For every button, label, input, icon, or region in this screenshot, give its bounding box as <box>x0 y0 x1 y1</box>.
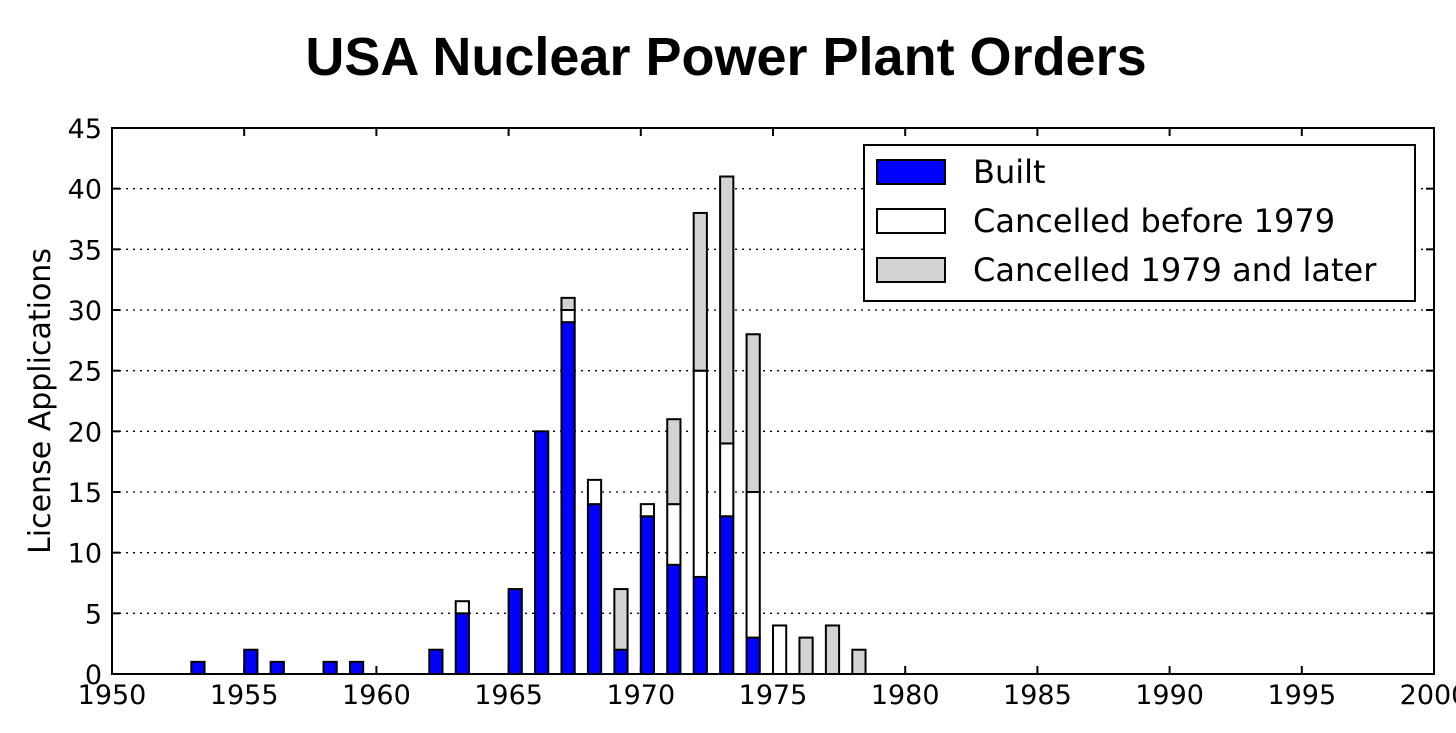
legend-label-built: Built <box>973 153 1046 191</box>
bar-1959-series-1 <box>348 660 365 675</box>
legend-box <box>863 144 1416 302</box>
bar-1962-series-1 <box>428 648 444 676</box>
y-tick-label: 45 <box>68 114 102 145</box>
bar-1967-series-1 <box>560 321 576 675</box>
y-tick-label: 40 <box>68 175 102 206</box>
x-tick-label: 1965 <box>474 680 543 711</box>
x-tick-label: 1985 <box>1003 680 1072 711</box>
y-tick-label: 35 <box>68 235 102 266</box>
legend-label-cancelled-1979-and-later: Cancelled 1979 and later <box>973 251 1377 289</box>
bar-1958-series-1 <box>322 660 338 675</box>
y-tick-label: 30 <box>68 296 102 327</box>
x-tick-label: 1995 <box>1267 680 1336 711</box>
bar-1966-series-1 <box>534 430 550 676</box>
legend-swatch-cancelled-before-1979 <box>876 208 946 234</box>
bar-1963-series-2 <box>454 600 470 615</box>
legend-swatch-cancelled-1979-and-later <box>876 257 946 283</box>
chart-title: USA Nuclear Power Plant Orders <box>305 27 1146 87</box>
legend-swatch-built <box>876 159 946 185</box>
bar-1970-series-2 <box>639 503 656 518</box>
bar-1972-series-2 <box>692 369 708 578</box>
ticks: 0 5 10 15 20 25 30 35 40 45 1950 1955 1960 1965 1970 19… <box>68 114 1456 711</box>
bar-1967-series-3 <box>560 296 576 312</box>
y-tick-label: 15 <box>68 478 102 509</box>
x-tick-label: 2000 <box>1400 680 1456 711</box>
bar-1953-series-1 <box>190 660 206 675</box>
y-tick-label: 20 <box>68 417 102 448</box>
y-tick-label: 10 <box>68 539 102 570</box>
bar-1973-series-3 <box>719 175 735 445</box>
bar-1973-series-2 <box>719 442 735 518</box>
bar-1971-series-2 <box>666 503 682 566</box>
bar-1969-series-1 <box>613 648 629 676</box>
bar-1978-series-3 <box>851 648 867 676</box>
bar-1965-series-1 <box>507 588 523 675</box>
x-tick-label: 1960 <box>342 680 411 711</box>
x-tick-label: 1975 <box>739 680 808 711</box>
bar-1972-series-3 <box>692 211 708 372</box>
bar-1969-series-3 <box>613 588 629 651</box>
y-tick-label: 25 <box>68 357 102 388</box>
bar-1974-series-1 <box>745 636 761 675</box>
bar-1972-series-1 <box>692 575 708 676</box>
bars <box>190 175 867 676</box>
bar-1967-series-2 <box>560 309 576 324</box>
bar-1963-series-1 <box>454 612 470 675</box>
bar-1973-series-1 <box>719 515 735 675</box>
legend: Built Cancelled before 1979 Cancelled 19… <box>863 144 1416 302</box>
bar-1955-series-1 <box>243 648 259 676</box>
bar-1968-series-2 <box>586 478 603 506</box>
bar-1975-series-2 <box>772 624 788 676</box>
bar-1976-series-3 <box>798 636 814 675</box>
bar-1968-series-1 <box>586 503 603 675</box>
bar-1971-series-3 <box>666 418 682 506</box>
y-tick-label: 0 <box>85 660 102 691</box>
y-tick-label: 5 <box>85 599 102 630</box>
bar-1971-series-1 <box>666 563 682 675</box>
legend-label-cancelled-before-1979: Cancelled before 1979 <box>973 202 1335 240</box>
x-tick-label: 1970 <box>606 680 675 711</box>
bar-1956-series-1 <box>269 660 285 675</box>
bar-1974-series-3 <box>745 333 761 493</box>
bar-1977-series-3 <box>824 624 841 676</box>
x-tick-label: 1990 <box>1135 680 1204 711</box>
x-tick-label: 1955 <box>210 680 279 711</box>
bar-1970-series-1 <box>639 515 656 675</box>
y-axis-label: License Applications <box>23 248 58 554</box>
x-tick-label: 1980 <box>871 680 940 711</box>
x-tick-label: 1950 <box>78 680 147 711</box>
bar-1974-series-2 <box>745 491 761 639</box>
